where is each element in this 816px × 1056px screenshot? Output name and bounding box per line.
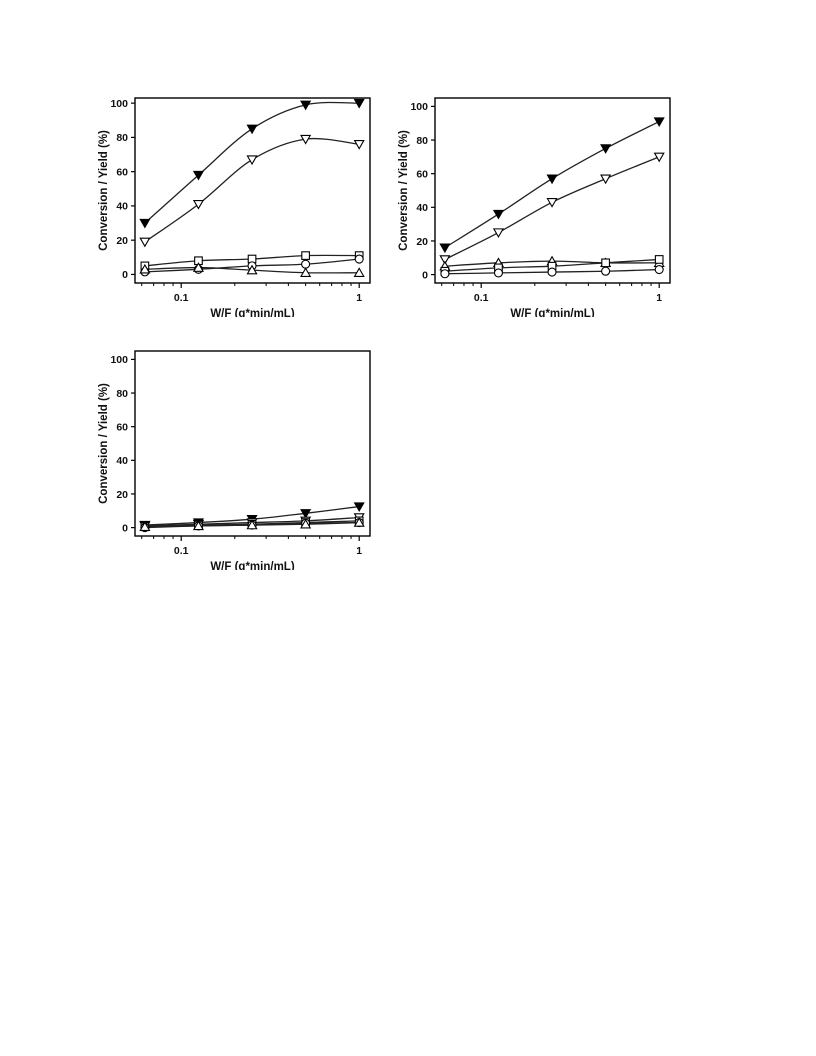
chart-2-y-axis-title: Conversion / Yield (%)	[398, 130, 410, 251]
chart-1-ytick-label-0: 0	[122, 269, 128, 281]
chart-1-series-1-point-1	[139, 218, 151, 229]
chart-1-series-2-point-2	[192, 199, 205, 210]
chart-3-ytick-label-100: 100	[110, 354, 128, 366]
chart-2-series-1-line	[444, 120, 660, 249]
chart-3-series-5-point-3	[246, 519, 258, 530]
chart-2-svg: 0 20 40 60 80 100 0.1 1 W/F (g*min/mL) Conversion…	[398, 97, 671, 320]
chart-2-plot-frame	[434, 97, 671, 284]
chart-2-xtick-label-0.1: 0.1	[474, 292, 489, 304]
chart-1-series-1-point-2	[192, 170, 205, 181]
chart-3-svg: 0 20 40 60 80 100 0.1 1 W/F (g*min/mL) Conversion…	[98, 350, 371, 573]
chart-panel-3: 0 20 40 60 80 100 0.1 1 W/F (g*min/mL) Conversion…	[90, 345, 390, 575]
chart-2-series-2-line	[444, 156, 660, 261]
chart-1-y-axis-title: Conversion / Yield (%)	[98, 130, 110, 251]
chart-2-series-5-point-2	[493, 268, 504, 278]
chart-2-xtick-label-1: 1	[656, 292, 662, 304]
chart-1-series-4-point-5	[354, 254, 364, 264]
chart-2-ytick-label-100: 100	[410, 101, 428, 113]
chart-1-xtick-label-0.1: 0.1	[174, 292, 189, 304]
chart-2-series-5-point-4	[601, 266, 611, 276]
chart-3-ytick-label-40: 40	[116, 455, 128, 467]
chart-3-series-1-point-4	[300, 509, 312, 519]
chart-2-series-5-point-3	[547, 267, 557, 277]
chart-1-x-axis-title: W/F (g*min/mL)	[210, 308, 294, 317]
chart-2-series-1-point-3	[546, 174, 558, 185]
chart-2-series-2-point-3	[546, 198, 558, 208]
chart-2-ytick-label-60: 60	[416, 168, 428, 180]
chart-1-plot-frame	[134, 97, 371, 284]
chart-2-series-4-point-4	[601, 258, 610, 268]
chart-1-series-5-point-2	[192, 262, 205, 272]
chart-panel-1: 0 20 40 60 80 100 0.1 1 W/F (g*min/mL) Conversion…	[90, 92, 390, 322]
chart-3-series-5-point-2	[192, 520, 205, 531]
chart-3-ytick-label-0: 0	[122, 522, 128, 534]
chart-1-series-3-point-4	[301, 251, 310, 260]
chart-2-series-2-point-4	[600, 174, 612, 185]
chart-1-series-5-point-3	[246, 264, 258, 275]
chart-1-series-2-line	[144, 137, 360, 243]
chart-2-series-1-point-2	[492, 209, 505, 220]
chart-3-series-1-point-5	[353, 502, 365, 513]
chart-2-series-2-point-1	[439, 255, 451, 265]
chart-3-y-axis-title: Conversion / Yield (%)	[98, 383, 110, 504]
chart-1-series-1-point-4	[300, 100, 312, 111]
chart-2-series-5-point-5	[654, 264, 664, 275]
chart-3-ytick-label-80: 80	[116, 388, 128, 400]
chart-1-ytick-label-40: 40	[116, 201, 128, 213]
chart-1-series-1-point-5	[353, 98, 365, 109]
chart-1-series-1-point-3	[246, 124, 258, 135]
chart-2-series-2-point-5	[653, 152, 665, 163]
chart-1-series-2-point-1	[139, 237, 151, 248]
chart-1-ytick-label-100: 100	[110, 98, 128, 110]
chart-1-series-4-point-4	[301, 259, 311, 269]
chart-1-series-5-point-5	[353, 267, 365, 277]
chart-2-ytick-label-80: 80	[416, 135, 428, 147]
chart-2-series-2-point-2	[492, 228, 505, 239]
chart-3-series-5-point-1	[139, 521, 151, 531]
chart-2-series-1-point-1	[439, 243, 451, 254]
chart-panel-2: 0 20 40 60 80 100 0.1 1 W/F (g*min/mL) Conversion…	[390, 92, 690, 322]
chart-3-ytick-label-60: 60	[116, 421, 128, 433]
chart-1-series-2-point-4	[300, 134, 312, 145]
chart-3-plot-frame	[134, 350, 371, 537]
chart-1-series-2-point-3	[246, 155, 258, 166]
chart-3-xtick-label-1: 1	[356, 545, 362, 557]
chart-1-xtick-label-1: 1	[356, 292, 362, 304]
chart-1-svg: 0 20 40 60 80 100 0.1 1 W/F (g*min/mL) Conversion…	[98, 97, 371, 320]
chart-1-series-5-point-1	[139, 263, 151, 274]
chart-2-series-5-point-1	[440, 269, 450, 279]
chart-3-series-5-point-4	[300, 518, 312, 529]
chart-3-x-axis-title: W/F (g*min/mL)	[210, 561, 294, 570]
chart-1-series-5-point-4	[300, 267, 312, 277]
chart-1-ytick-label-60: 60	[116, 166, 128, 178]
chart-2-ytick-label-20: 20	[416, 236, 428, 248]
chart-2-ytick-label-40: 40	[416, 202, 428, 214]
chart-2-series-4-point-5	[654, 255, 664, 264]
chart-2-ytick-label-0: 0	[422, 269, 428, 281]
chart-1-ytick-label-80: 80	[116, 132, 128, 144]
chart-2-series-1-point-5	[653, 117, 665, 128]
chart-1-ytick-label-20: 20	[116, 235, 128, 247]
chart-3-ytick-label-20: 20	[116, 489, 128, 501]
chart-2-x-axis-title: W/F (g*min/mL)	[510, 308, 594, 317]
chart-3-series-5-point-5	[353, 517, 365, 527]
chart-3-xtick-label-0.1: 0.1	[174, 545, 189, 557]
chart-2-series-1-point-4	[600, 144, 612, 154]
chart-1-series-2-point-5	[353, 140, 365, 150]
